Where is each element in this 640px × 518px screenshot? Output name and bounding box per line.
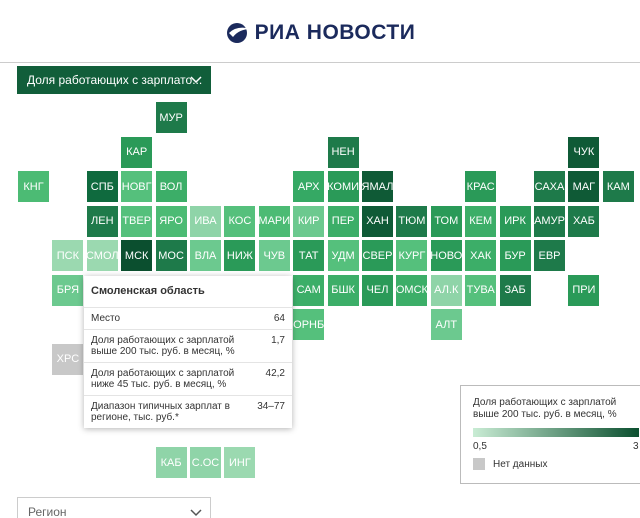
region-tile[interactable]: ТЮМ xyxy=(396,205,428,237)
region-tile[interactable]: ОМСК xyxy=(396,274,428,306)
row-value: 34–77 xyxy=(257,401,285,412)
region-tile[interactable]: СВЕР xyxy=(362,240,393,271)
region-tile[interactable]: ЧЕЛ xyxy=(362,274,393,306)
region-tile[interactable]: ХАК xyxy=(465,240,497,271)
legend-min: 0,5 xyxy=(473,441,487,452)
region-tile[interactable]: ОРНБ xyxy=(293,309,324,340)
row-value: 1,7 xyxy=(271,335,285,346)
legend-max: 3 xyxy=(633,441,639,452)
region-tile[interactable]: КОМИ xyxy=(327,171,359,202)
region-tile[interactable]: УДМ xyxy=(327,240,359,271)
tooltip-row: Доля работающих с зарплатой выше 200 тыс… xyxy=(84,329,292,362)
region-tile[interactable]: СПБ xyxy=(86,171,118,202)
region-tile[interactable]: КОС xyxy=(224,205,256,237)
region-tile[interactable]: КРАС xyxy=(465,171,497,202)
region-tile[interactable]: КАБ xyxy=(155,447,187,478)
region-tile[interactable]: НОВГ xyxy=(121,171,153,202)
region-tile[interactable]: МАГ xyxy=(568,171,600,202)
row-label: Диапазон типичных зарплат в регионе, тыс… xyxy=(91,401,230,423)
region-tile[interactable]: САХА xyxy=(534,171,565,202)
region-tile[interactable]: САМ xyxy=(293,274,325,306)
region-tile[interactable]: СМОЛ xyxy=(84,238,120,273)
region-tile[interactable]: АЛ.К xyxy=(430,274,462,306)
region-tile[interactable]: ЕВР xyxy=(534,240,565,271)
region-tile[interactable]: МОС xyxy=(155,240,187,271)
region-tile[interactable]: ТОМ xyxy=(430,205,462,237)
region-tile[interactable]: ТАТ xyxy=(293,240,325,271)
tooltip-row: Место 64 xyxy=(84,307,292,329)
logo[interactable]: РИА НОВОСТИ xyxy=(0,20,640,46)
region-tile[interactable]: АРХ xyxy=(293,171,325,202)
region-tile[interactable]: КНГ xyxy=(18,171,49,202)
region-tile[interactable]: БРЯ xyxy=(52,274,84,306)
region-tile[interactable]: НЕН xyxy=(327,136,359,168)
region-tile[interactable]: ПЕР xyxy=(327,205,359,237)
region-tile[interactable]: ИВА xyxy=(190,205,221,237)
region-tile[interactable]: АЛТ xyxy=(430,309,462,340)
region-tile[interactable]: ВОЛ xyxy=(155,171,187,202)
tooltip: Смоленская область Место 64 Доля работающи… xyxy=(84,276,292,428)
legend-gradient xyxy=(473,428,639,437)
dropdown-label: Доля работающих с зарплато... xyxy=(27,73,203,87)
region-tile[interactable]: ПРИ xyxy=(568,274,600,306)
region-tile[interactable]: ЯРО xyxy=(155,205,187,237)
tooltip-row: Диапазон типичных зарплат в регионе, тыс… xyxy=(84,395,292,428)
region-tile[interactable]: АМУР xyxy=(534,205,565,237)
chevron xyxy=(190,76,202,84)
row-value: 42,2 xyxy=(265,368,285,379)
tooltip-title: Смоленская область xyxy=(91,285,205,297)
region-tile[interactable]: ТВЕР xyxy=(121,205,153,237)
region-tile[interactable]: КАР xyxy=(121,136,153,168)
region-tile[interactable]: КИР xyxy=(293,205,325,237)
region-tile[interactable]: МАРИ xyxy=(258,205,290,237)
logo-icon xyxy=(226,23,251,43)
region-tile[interactable]: ЧУК xyxy=(568,136,600,168)
region-tile[interactable]: КУРГ xyxy=(396,240,428,271)
region-tile[interactable]: ПСК xyxy=(52,240,84,271)
row-label: Доля работающих с зарплатой выше 200 тыс… xyxy=(91,335,235,357)
row-value: 64 xyxy=(273,313,285,324)
row-label: Место xyxy=(91,313,121,324)
region-tile[interactable]: ХАН xyxy=(362,205,393,237)
region-tile[interactable]: МУР xyxy=(155,102,187,133)
region-tile[interactable]: С.ОС xyxy=(190,447,221,478)
region-tile[interactable]: БШК xyxy=(327,274,359,306)
region-tile[interactable]: ХРС xyxy=(52,343,84,375)
header-divider xyxy=(0,62,640,63)
region-tile[interactable]: КЕМ xyxy=(465,205,497,237)
region-tile[interactable]: БУР xyxy=(499,240,531,271)
region-tile[interactable]: НИЖ xyxy=(224,240,256,271)
legend-title: Доля работающих с зарплатой выше 200 тыс… xyxy=(473,397,617,420)
no-data-label: Нет данных xyxy=(493,459,548,470)
region-tile[interactable]: НОВО xyxy=(430,240,462,271)
region-tile[interactable]: КАМ xyxy=(602,171,634,202)
region-tile[interactable]: ЧУВ xyxy=(258,240,290,271)
region-tile[interactable]: ТУВА xyxy=(465,274,497,306)
tooltip-rows: Место 64 Доля работающих с зарплатой выше … xyxy=(84,307,292,428)
chevron xyxy=(190,509,202,517)
region-tile[interactable]: ЯМАЛ xyxy=(362,171,393,202)
region-tile[interactable]: ЛЕН xyxy=(86,205,118,237)
row-label: Доля работающих с зарплатой ниже 45 тыс.… xyxy=(91,368,235,390)
no-data-swatch xyxy=(473,458,485,470)
metric-dropdown[interactable]: Доля работающих с зарплато... xyxy=(17,66,211,94)
legend: Доля работающих с зарплатой выше 200 тыс… xyxy=(460,385,640,484)
region-tile[interactable]: МСК xyxy=(121,240,153,271)
region-tile[interactable]: ВЛА xyxy=(190,240,221,271)
region-tile[interactable]: ИНГ xyxy=(224,447,256,478)
region-tile[interactable]: ИРК xyxy=(499,205,531,237)
region-dropdown[interactable]: Регион xyxy=(17,497,211,518)
dropdown-label: Регион xyxy=(28,505,67,518)
tooltip-row: Доля работающих с зарплатой ниже 45 тыс.… xyxy=(84,362,292,395)
region-tile[interactable]: ХАБ xyxy=(568,205,600,237)
logo-text: РИА НОВОСТИ xyxy=(254,21,416,44)
region-tile[interactable]: ЗАБ xyxy=(499,274,531,306)
